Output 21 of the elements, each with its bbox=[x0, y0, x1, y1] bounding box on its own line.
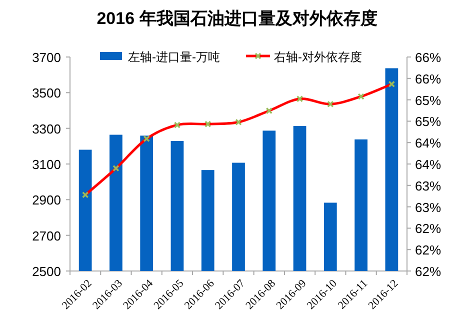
y-tick-label: 2500 bbox=[32, 264, 61, 279]
y-tick-label: 3300 bbox=[32, 121, 61, 136]
y2-tick-label: 64% bbox=[415, 136, 442, 151]
legend-label: 左轴-进口量-万吨 bbox=[128, 50, 220, 64]
y-tick-label: 2900 bbox=[32, 192, 61, 208]
y2-tick-label: 62% bbox=[415, 264, 442, 279]
y2-tick-label: 62% bbox=[415, 221, 442, 236]
y-tick-label: 3100 bbox=[32, 157, 61, 172]
y-tick-label: 2700 bbox=[32, 228, 61, 244]
y2-tick-label: 65% bbox=[415, 114, 442, 130]
y-tick-label: 3500 bbox=[32, 86, 61, 101]
y-tick-label: 3700 bbox=[32, 50, 61, 65]
y2-tick-label: 64% bbox=[415, 157, 442, 172]
legend-label: 右轴-对外依存度 bbox=[274, 50, 362, 64]
y2-tick-label: 63% bbox=[415, 200, 442, 215]
y2-tick-label: 63% bbox=[415, 178, 442, 194]
y2-tick-label: 62% bbox=[415, 242, 442, 258]
y2-tick-label: 66% bbox=[415, 50, 442, 65]
y2-tick-label: 65% bbox=[415, 92, 442, 108]
y2-tick-label: 66% bbox=[415, 71, 442, 86]
chart-title: 2016 年我国石油进口量及对外依存度 bbox=[96, 9, 378, 28]
